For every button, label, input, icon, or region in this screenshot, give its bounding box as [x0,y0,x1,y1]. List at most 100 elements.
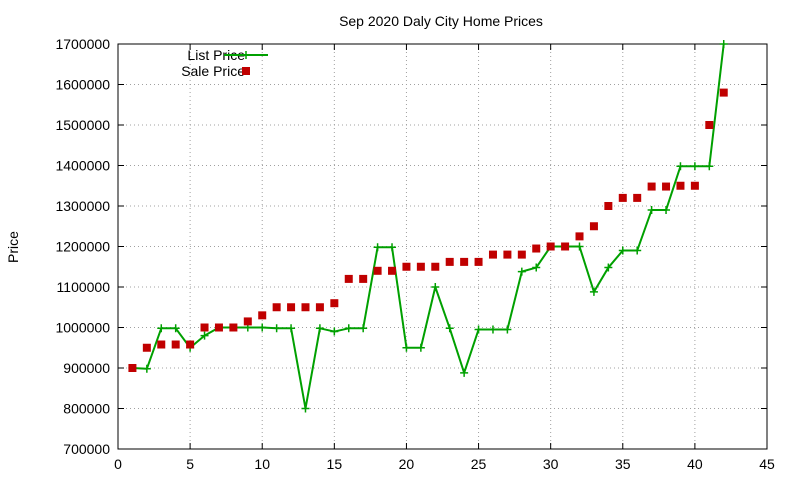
list-price-point [575,242,584,251]
sale-price-point [532,244,541,253]
sale-price-point [301,303,310,312]
list-price-point [633,246,642,255]
list-price-point [171,324,180,333]
list-price-point [618,246,627,255]
y-tick-label: 700000 [63,441,110,457]
sale-price-point [604,202,613,210]
y-axis-label: Price [5,231,21,263]
sale-price-point [214,323,223,332]
list-price-point [474,325,483,334]
sale-price-point [315,303,324,312]
y-tick-label: 1000000 [55,320,110,336]
list-price-point [690,162,699,171]
y-tick-label: 900000 [63,360,110,376]
sale-price-point [517,250,526,259]
y-tick-label: 1100000 [57,279,111,295]
series-layer [128,40,728,413]
y-tick-label: 1600000 [55,77,110,93]
y-tick-label: 1500000 [55,117,110,133]
sale-price-point [474,257,483,266]
sale-price-point [258,311,267,320]
y-tick-label: 1200000 [55,239,110,255]
list-price-point [157,324,166,333]
list-price-point [272,324,281,333]
list-price-point [676,162,685,171]
x-tick-label: 20 [399,456,415,472]
list-price-point [460,368,469,377]
sale-price-point [171,340,180,349]
list-price-line [132,43,725,410]
sale-price-point [589,222,598,231]
sale-price-point [200,323,209,332]
x-tick-label: 25 [471,456,487,472]
list-price-point [373,243,382,252]
sale-price-point [561,242,570,251]
sale-price-point [128,364,137,372]
sale-price-point [618,193,627,202]
list-price-point [662,206,671,215]
legend-marker [242,51,250,59]
list-price-point [705,162,714,171]
list-price-point [359,324,368,333]
y-tick-label: 1400000 [55,158,110,174]
sale-price-point [460,257,469,266]
sale-price-point [229,323,238,332]
x-tick-label: 15 [327,456,343,472]
sale-price-point [243,317,252,326]
sale-price-point [633,193,642,202]
list-price-point [589,287,598,296]
list-price-point [416,343,425,352]
list-price-point [258,323,267,332]
sale-price-point [503,250,512,259]
list-price-point [388,243,397,252]
sale-price-point [186,340,195,349]
y-tick-label: 1700000 [55,36,110,52]
list-price-point [719,40,728,48]
sale-price-point [647,182,656,191]
sale-price-point [388,266,397,275]
legend-label: List Price [187,47,245,63]
sale-price-point [662,182,671,191]
sale-price-point [330,299,339,308]
legend-marker [242,67,250,75]
list-price-point [647,206,656,215]
y-tick-label: 1300000 [55,198,110,214]
sale-price-point [431,262,440,271]
sale-price-point [546,242,555,251]
sale-price-point [359,274,368,283]
grid [118,44,767,449]
sale-price-point [344,274,353,283]
x-tick-label: 5 [186,456,194,472]
x-tick-label: 30 [543,456,559,472]
legend-label: Sale Price [181,63,245,79]
list-price-point [344,324,353,333]
list-price-point [488,325,497,334]
list-price-point [142,364,151,373]
x-tick-label: 0 [114,456,122,472]
list-price-point [517,267,526,276]
sale-price-point [142,343,151,352]
sale-price-point [157,340,166,349]
axis-ticks: 0 5 10 15 20 25 30 35 40 45 700000 800000 900000 1000… [55,36,775,472]
list-price-point [503,325,512,334]
list-price-point [604,263,613,272]
list-price-point [402,343,411,352]
x-tick-label: 10 [254,456,270,472]
sale-price-point [416,262,425,271]
list-price-point [200,331,209,340]
chart-title: Sep 2020 Daly City Home Prices [339,13,543,29]
x-tick-label: 45 [759,456,775,472]
sale-price-point [373,266,382,275]
list-price-point [445,324,454,333]
sale-price-point [705,121,714,129]
sale-price-point [445,257,454,266]
series-list-price [128,40,728,413]
sale-price-point [402,262,411,271]
x-tick-label: 35 [615,456,631,472]
sale-price-point [488,250,497,259]
sale-price-point [287,303,296,312]
sale-price-point [272,303,281,312]
y-tick-label: 800000 [63,401,110,417]
